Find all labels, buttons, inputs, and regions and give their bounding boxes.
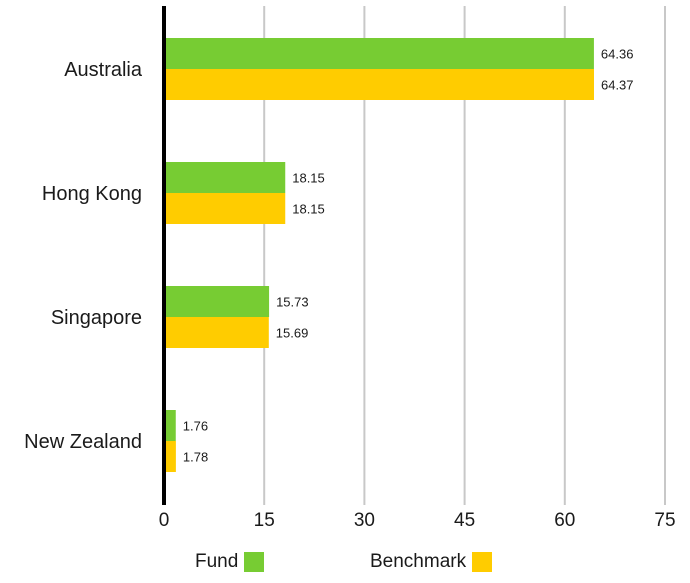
x-tick-label: 75 <box>654 510 675 531</box>
bar-fund-australia <box>164 38 594 69</box>
legend: Fund Benchmark <box>0 551 690 579</box>
category-label: New Zealand <box>24 431 142 453</box>
x-tick-label: 30 <box>354 510 375 531</box>
bars <box>164 38 594 472</box>
x-tick-label: 0 <box>159 510 170 531</box>
legend-label-benchmark: Benchmark <box>370 551 467 572</box>
data-label: 64.37 <box>601 78 634 93</box>
x-tick-label: 15 <box>254 510 275 531</box>
data-label: 15.69 <box>276 326 309 341</box>
data-label: 1.76 <box>183 419 208 434</box>
legend-item-benchmark: Benchmark <box>370 551 493 573</box>
bar-benchmark-new-zealand <box>164 441 176 472</box>
category-label: Hong Kong <box>42 183 142 205</box>
x-tick-label: 60 <box>554 510 575 531</box>
bar-fund-singapore <box>164 286 270 317</box>
bar-benchmark-australia <box>164 69 594 100</box>
data-label: 15.73 <box>276 295 309 310</box>
x-tick-label: 45 <box>454 510 475 531</box>
legend-swatch-benchmark <box>472 552 493 572</box>
x-tick-labels: 0 15 30 45 60 75 <box>159 510 676 531</box>
legend-label-fund: Fund <box>195 551 239 572</box>
bar-fund-new-zealand <box>164 410 176 441</box>
bar-fund-hong-kong <box>164 162 286 193</box>
category-label: Singapore <box>51 307 142 329</box>
legend-item-fund: Fund <box>195 551 265 573</box>
data-label: 18.15 <box>292 202 325 217</box>
data-label: 64.36 <box>601 47 634 62</box>
data-label: 18.15 <box>292 171 325 186</box>
data-label: 1.78 <box>183 450 208 465</box>
bar-benchmark-singapore <box>164 317 269 348</box>
category-label: Australia <box>64 59 143 81</box>
value-labels: 64.36 64.37 18.15 18.15 15.73 15.69 1.76 1.78 <box>183 47 634 465</box>
legend-swatch-fund <box>244 552 265 572</box>
category-labels: Australia Hong Kong Singapore New Zealand <box>24 59 143 453</box>
bar-benchmark-hong-kong <box>164 193 286 224</box>
